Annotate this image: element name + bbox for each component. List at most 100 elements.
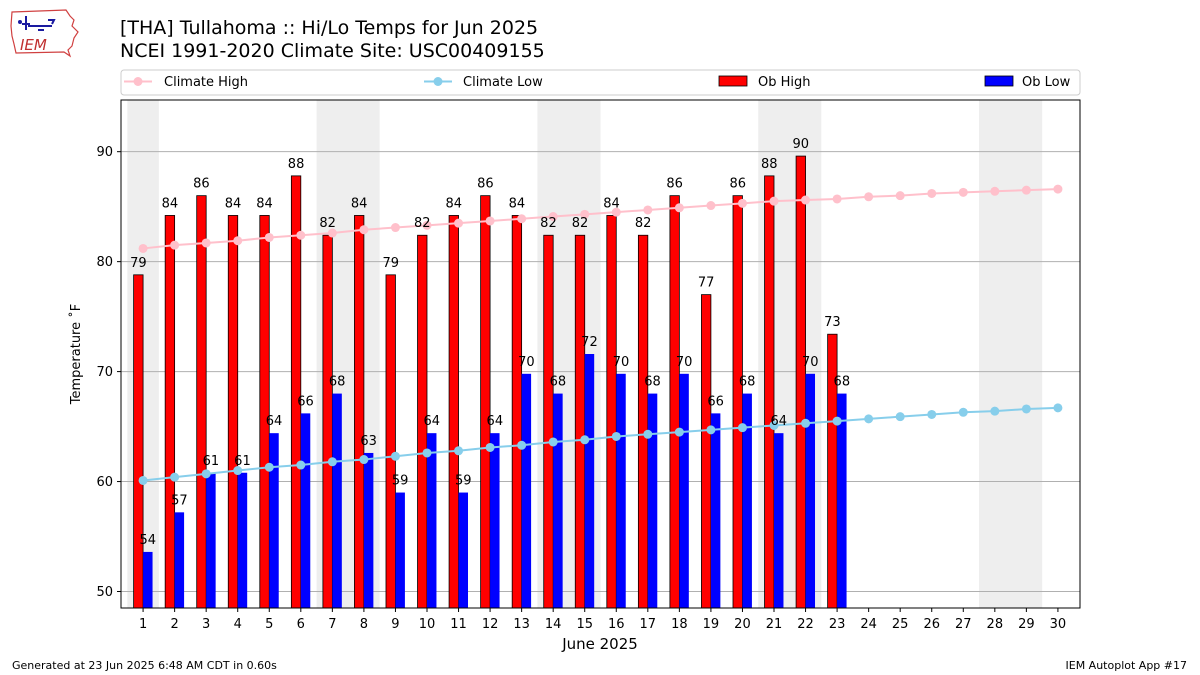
- ob-high-value-label: 84: [603, 196, 620, 211]
- ob-low-bar: [143, 551, 153, 608]
- ob-low-bar: [174, 512, 185, 608]
- ob-low-bar: [269, 433, 279, 608]
- ob-low-bar: [237, 472, 248, 608]
- climate-low-point: [201, 469, 211, 479]
- ob-high-value-label: 84: [351, 196, 368, 211]
- ob-high-value-label: 82: [540, 216, 557, 231]
- climate-high-point: [864, 192, 874, 202]
- legend-ob-high-swatch: [718, 75, 748, 87]
- x-tick-label: 19: [703, 617, 720, 632]
- y-axis-label: Temperature ˚F: [68, 304, 84, 405]
- legend-climate-low-label: Climate Low: [463, 75, 543, 90]
- bar-series: [133, 155, 847, 609]
- ob-high-bar: [764, 175, 775, 609]
- climate-low-line: [142, 406, 1058, 482]
- legend-climate-high-marker: [133, 77, 143, 86]
- legend-climate-high-label: Climate High: [164, 75, 248, 90]
- ob-low-value-label: 66: [707, 394, 724, 409]
- iem-logo: IEM: [10, 9, 79, 58]
- ob-low-bar: [679, 373, 689, 608]
- chart-title: [THA] Tullahoma :: Hi/Lo Temps for Jun 2…: [120, 17, 539, 39]
- climate-low-point: [769, 420, 779, 430]
- ob-low-bar: [426, 433, 437, 608]
- climate-low-point: [737, 423, 747, 433]
- ob-high-value-label: 77: [698, 276, 715, 291]
- climate-low-point: [517, 440, 527, 450]
- y-tick-label: 80: [96, 255, 113, 270]
- climate-high-point: [454, 218, 464, 228]
- ob-high-value-label: 84: [509, 196, 526, 211]
- climate-high-point: [737, 198, 747, 208]
- x-tick-label: 14: [545, 617, 562, 632]
- ob-low-value-label: 59: [455, 474, 472, 489]
- ob-high-value-label: 84: [256, 196, 273, 211]
- x-tick-label: 5: [265, 617, 273, 632]
- ob-low-value-label: 64: [487, 414, 504, 429]
- x-tick-label: 3: [202, 617, 210, 632]
- climate-low-point: [138, 475, 148, 485]
- climate-high-point: [990, 186, 1000, 196]
- x-tick-label: 22: [797, 617, 814, 632]
- legend-ob-high-label: Ob High: [758, 75, 811, 90]
- ob-high-value-label: 79: [382, 256, 399, 271]
- ob-low-bar: [458, 492, 469, 608]
- x-axis: 1 2 3 4 5 6 7 8 9 10 11 12 13 14 15 16 17 18 19 20 21 22 23 24 2…: [139, 608, 1066, 632]
- ob-low-bar: [774, 433, 784, 608]
- x-tick-label: 23: [829, 617, 846, 632]
- climate-low-point: [359, 455, 369, 465]
- ob-low-value-label: 64: [770, 414, 787, 429]
- ob-high-bar: [322, 234, 333, 609]
- climate-high-point: [264, 232, 274, 242]
- ob-low-value-label: 68: [739, 375, 756, 390]
- ob-low-value-label: 72: [581, 335, 598, 350]
- app-credit: IEM Autoplot App #17: [1065, 659, 1188, 672]
- ob-low-bar: [584, 354, 595, 608]
- x-tick-label: 21: [766, 617, 783, 632]
- ob-low-value-label: 63: [360, 434, 377, 449]
- climate-low-point: [296, 460, 306, 470]
- climate-high-line: [142, 188, 1058, 250]
- climate-low-point: [327, 457, 337, 467]
- x-tick-label: 2: [170, 617, 178, 632]
- ob-high-value-label: 73: [824, 315, 841, 330]
- climate-low-point: [958, 407, 968, 417]
- ob-low-bar: [837, 393, 847, 608]
- climate-low-point: [1053, 403, 1063, 413]
- climate-high-point: [422, 220, 432, 230]
- climate-high-point: [580, 209, 590, 219]
- ob-high-bar: [480, 195, 491, 609]
- ob-high-value-label: 88: [761, 157, 778, 172]
- climate-low-point: [264, 462, 274, 472]
- climate-high-point: [296, 230, 306, 240]
- ob-low-value-label: 59: [392, 474, 409, 489]
- climate-low-point: [864, 414, 874, 424]
- x-tick-label: 13: [513, 617, 530, 632]
- ob-low-value-label: 57: [171, 493, 188, 508]
- ob-low-bar: [521, 373, 532, 608]
- ob-low-value-label: 70: [518, 355, 535, 370]
- ob-low-bar: [647, 393, 658, 608]
- climate-high-point: [1053, 184, 1063, 194]
- ob-high-value-label: 82: [572, 216, 589, 231]
- ob-low-bar: [490, 433, 500, 608]
- climate-high-point: [769, 196, 779, 206]
- climate-low-point: [170, 472, 180, 482]
- ob-low-bar: [395, 492, 405, 608]
- bar-value-labels: 79 84 86 84 84 88 82 84 79 82 84 86 84 82 82 84 82 86 77 86…: [130, 137, 850, 548]
- ob-low-bar: [710, 413, 721, 608]
- ob-high-value-label: 84: [225, 196, 242, 211]
- chart-subtitle: NCEI 1991-2020 Climate Site: USC00409155: [120, 40, 545, 62]
- climate-high-point: [832, 194, 842, 204]
- climate-high-point: [1021, 185, 1031, 195]
- ob-high-bar: [227, 215, 239, 609]
- legend-box: [120, 69, 1081, 96]
- climate-low-point: [485, 442, 495, 452]
- climate-high-point: [138, 243, 148, 253]
- logo-text: IEM: [20, 36, 47, 54]
- ob-high-value-label: 82: [635, 216, 652, 231]
- x-tick-label: 29: [1018, 617, 1035, 632]
- ob-high-bar: [133, 274, 144, 609]
- ob-low-bar: [332, 393, 342, 608]
- weather-station-icon: [22, 16, 56, 31]
